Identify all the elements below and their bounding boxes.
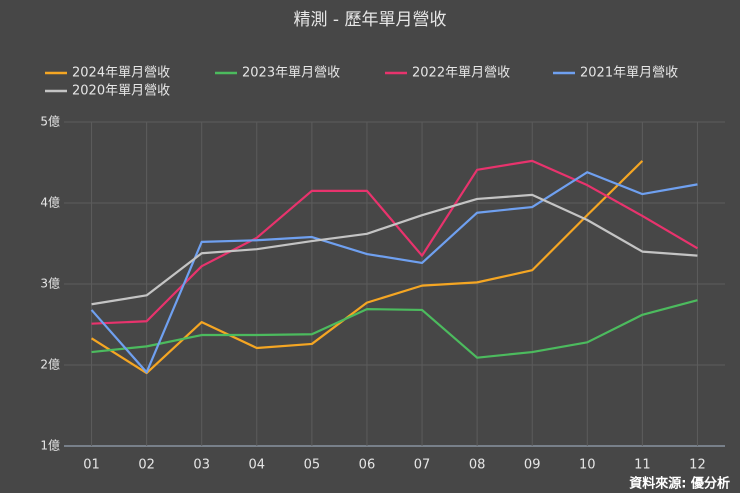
x-tick-label: 06 bbox=[359, 458, 376, 473]
source: 資料來源: 優分析 bbox=[629, 476, 730, 492]
series-line bbox=[91, 159, 699, 325]
x-tick-label: 10 bbox=[579, 458, 596, 473]
legend-label: 2021年單月營收 bbox=[580, 66, 678, 81]
x-tick-label: 12 bbox=[689, 458, 706, 473]
legend-label: 2020年單月營收 bbox=[72, 84, 170, 99]
series-line bbox=[91, 299, 698, 359]
y-tick-label: 2億 bbox=[40, 358, 60, 372]
x-tick-label: 02 bbox=[138, 458, 155, 473]
y-tick-label: 4億 bbox=[40, 196, 60, 210]
legend-label: 2022年單月營收 bbox=[412, 66, 510, 81]
x-tick-label: 05 bbox=[304, 458, 321, 473]
x-tick-label: 01 bbox=[83, 458, 100, 473]
y-tick-label: 1億 bbox=[40, 439, 60, 453]
x-tick-label: 04 bbox=[249, 458, 266, 473]
x-tick-label: 03 bbox=[193, 458, 210, 473]
y-tick-label: 5億 bbox=[40, 115, 60, 129]
legend-label: 2024年單月營收 bbox=[72, 66, 170, 81]
series-line bbox=[90, 171, 698, 374]
series-line bbox=[91, 193, 698, 306]
x-tick-label: 09 bbox=[524, 458, 541, 473]
x-tick-label: 08 bbox=[469, 458, 486, 473]
chart-title: 精測 - 歷年單月營收 bbox=[294, 10, 447, 30]
legend-label: 2023年單月營收 bbox=[242, 66, 340, 81]
y-tick-label: 3億 bbox=[40, 277, 60, 291]
x-tick-label: 07 bbox=[414, 458, 431, 473]
x-tick-label: 11 bbox=[634, 458, 651, 473]
